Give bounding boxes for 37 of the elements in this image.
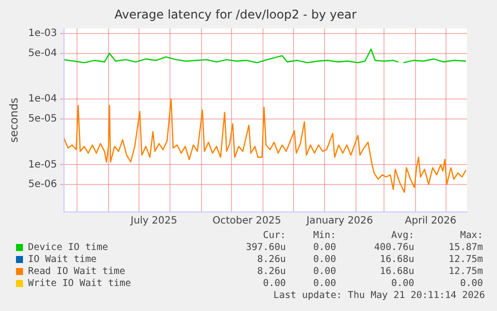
x-tick-label: January 2026 <box>305 216 374 227</box>
text: Last update: Thu May 21 20:11:14 2026 <box>272 290 485 302</box>
text: 0.00 <box>390 278 416 290</box>
y-tick-label: 1e-04 <box>28 94 58 105</box>
y-tick-label: 1e-05 <box>28 159 58 170</box>
text: 16.68u <box>378 254 416 266</box>
x-tick-label: April 2026 <box>404 216 456 227</box>
chart-title: Average latency for /dev/loop2 - by year <box>114 7 357 22</box>
legend-label: Read IO Wait time <box>27 266 126 278</box>
x-tick-label: October 2025 <box>212 216 282 227</box>
text: 12.75m <box>448 266 484 278</box>
text: Min: <box>312 230 338 242</box>
text: 12.75m <box>448 254 484 266</box>
text: 397.60u <box>244 242 287 254</box>
text: Max: <box>459 230 484 242</box>
legend-label: Device IO time <box>27 242 110 254</box>
legend-label: Write IO Wait time <box>27 278 132 290</box>
text: 8.26u <box>256 266 287 278</box>
text: 8.26u <box>256 254 287 266</box>
text: 0.00 <box>312 242 338 254</box>
text: 0.00 <box>312 278 338 290</box>
y-axis-title: seconds <box>7 97 20 143</box>
text: 0.00 <box>459 278 484 290</box>
x-tick-label: July 2025 <box>130 216 178 227</box>
legend-label: IO Wait time <box>27 254 98 266</box>
text: Cur: <box>262 230 287 242</box>
y-tick-label: 5e-06 <box>28 179 58 190</box>
text: 0.00 <box>262 278 287 290</box>
y-tick-label: 5e-05 <box>28 113 58 124</box>
text: 16.68u <box>378 266 416 278</box>
text: 400.76u <box>373 242 416 254</box>
text: 0.00 <box>312 254 338 266</box>
y-tick-label: 5e-04 <box>28 48 58 59</box>
text: 15.87m <box>448 242 484 254</box>
y-tick-label: 1e-03 <box>28 28 58 40</box>
text: Avg: <box>390 230 416 242</box>
text: 0.00 <box>312 266 338 278</box>
